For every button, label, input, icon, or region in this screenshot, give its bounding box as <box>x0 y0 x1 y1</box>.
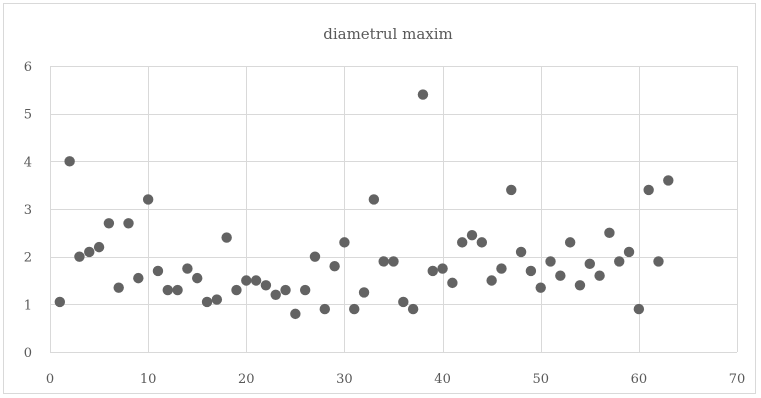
data-point-23 <box>270 289 281 300</box>
chart-frame <box>3 3 756 394</box>
data-point-19 <box>231 284 242 296</box>
x-tick-label-6: 60 <box>631 372 648 387</box>
data-point-54 <box>574 280 586 291</box>
y-tick-label-0: 0 <box>24 346 32 361</box>
data-point-34 <box>378 256 389 267</box>
data-point-35 <box>388 256 399 267</box>
data-point-38 <box>417 89 429 100</box>
data-point-13 <box>172 284 183 296</box>
y-tick-labels: 0 1 2 3 4 5 6 <box>24 60 32 361</box>
data-point-36 <box>398 296 409 308</box>
data-point-25 <box>290 308 301 320</box>
data-point-39 <box>427 265 438 277</box>
data-point-58 <box>614 256 625 267</box>
data-point-30 <box>339 237 350 248</box>
x-tick-label-0: 0 <box>46 372 54 387</box>
data-point-14 <box>182 263 193 274</box>
data-point-4 <box>84 246 95 258</box>
x-tick-label-5: 50 <box>532 372 549 387</box>
data-point-26 <box>299 284 311 296</box>
data-point-42 <box>457 237 468 248</box>
data-point-45 <box>486 275 497 286</box>
data-point-9 <box>133 272 144 284</box>
data-point-3 <box>74 251 85 262</box>
data-point-24 <box>280 284 291 296</box>
data-points <box>54 89 674 320</box>
data-point-41 <box>447 277 458 289</box>
data-point-8 <box>123 218 134 229</box>
data-point-32 <box>358 287 370 298</box>
data-point-29 <box>329 261 340 272</box>
data-point-27 <box>309 251 321 262</box>
data-point-51 <box>545 256 556 267</box>
data-point-55 <box>584 258 595 270</box>
data-point-40 <box>437 263 448 274</box>
data-point-33 <box>368 194 380 205</box>
data-point-57 <box>604 227 615 239</box>
data-point-17 <box>211 294 223 305</box>
data-point-62 <box>653 256 664 267</box>
data-point-46 <box>496 263 507 274</box>
data-point-11 <box>152 265 164 277</box>
y-tick-label-2: 2 <box>24 251 32 266</box>
data-point-12 <box>162 284 173 296</box>
data-point-52 <box>555 270 566 281</box>
y-tick-label-4: 4 <box>24 155 32 170</box>
x-tick-label-3: 30 <box>336 372 353 387</box>
data-point-56 <box>594 270 605 281</box>
y-tick-label-6: 6 <box>24 60 32 75</box>
data-point-2 <box>64 156 75 167</box>
data-point-1 <box>54 296 66 308</box>
data-point-28 <box>319 303 330 315</box>
data-point-15 <box>192 272 203 284</box>
data-point-44 <box>476 237 488 248</box>
data-point-6 <box>103 218 115 229</box>
y-tick-label-5: 5 <box>24 108 32 123</box>
data-point-49 <box>525 265 537 277</box>
data-point-47 <box>506 184 517 196</box>
data-point-63 <box>663 175 674 186</box>
data-point-22 <box>260 280 272 291</box>
data-point-50 <box>535 282 546 293</box>
data-point-31 <box>349 303 360 315</box>
data-point-21 <box>250 275 262 286</box>
data-point-5 <box>93 241 105 253</box>
data-point-37 <box>407 303 419 315</box>
data-point-7 <box>113 282 124 293</box>
data-point-16 <box>201 296 213 308</box>
x-tick-label-7: 70 <box>729 372 746 387</box>
y-tick-label-3: 3 <box>24 203 32 218</box>
x-tick-labels: 0 10 20 30 40 50 60 70 <box>46 372 745 387</box>
chart-title: diametrul maxim <box>323 25 453 43</box>
x-tick-label-1: 10 <box>140 372 157 387</box>
data-point-48 <box>515 246 527 258</box>
data-point-43 <box>466 230 478 241</box>
x-tick-label-2: 20 <box>238 372 255 387</box>
data-point-18 <box>221 232 232 243</box>
data-point-59 <box>623 246 635 258</box>
data-point-10 <box>142 194 154 205</box>
x-tick-label-4: 40 <box>434 372 451 387</box>
data-point-53 <box>564 237 576 248</box>
data-point-20 <box>241 275 252 286</box>
y-tick-label-1: 1 <box>24 298 32 313</box>
data-point-60 <box>633 303 645 315</box>
data-point-61 <box>643 184 654 196</box>
